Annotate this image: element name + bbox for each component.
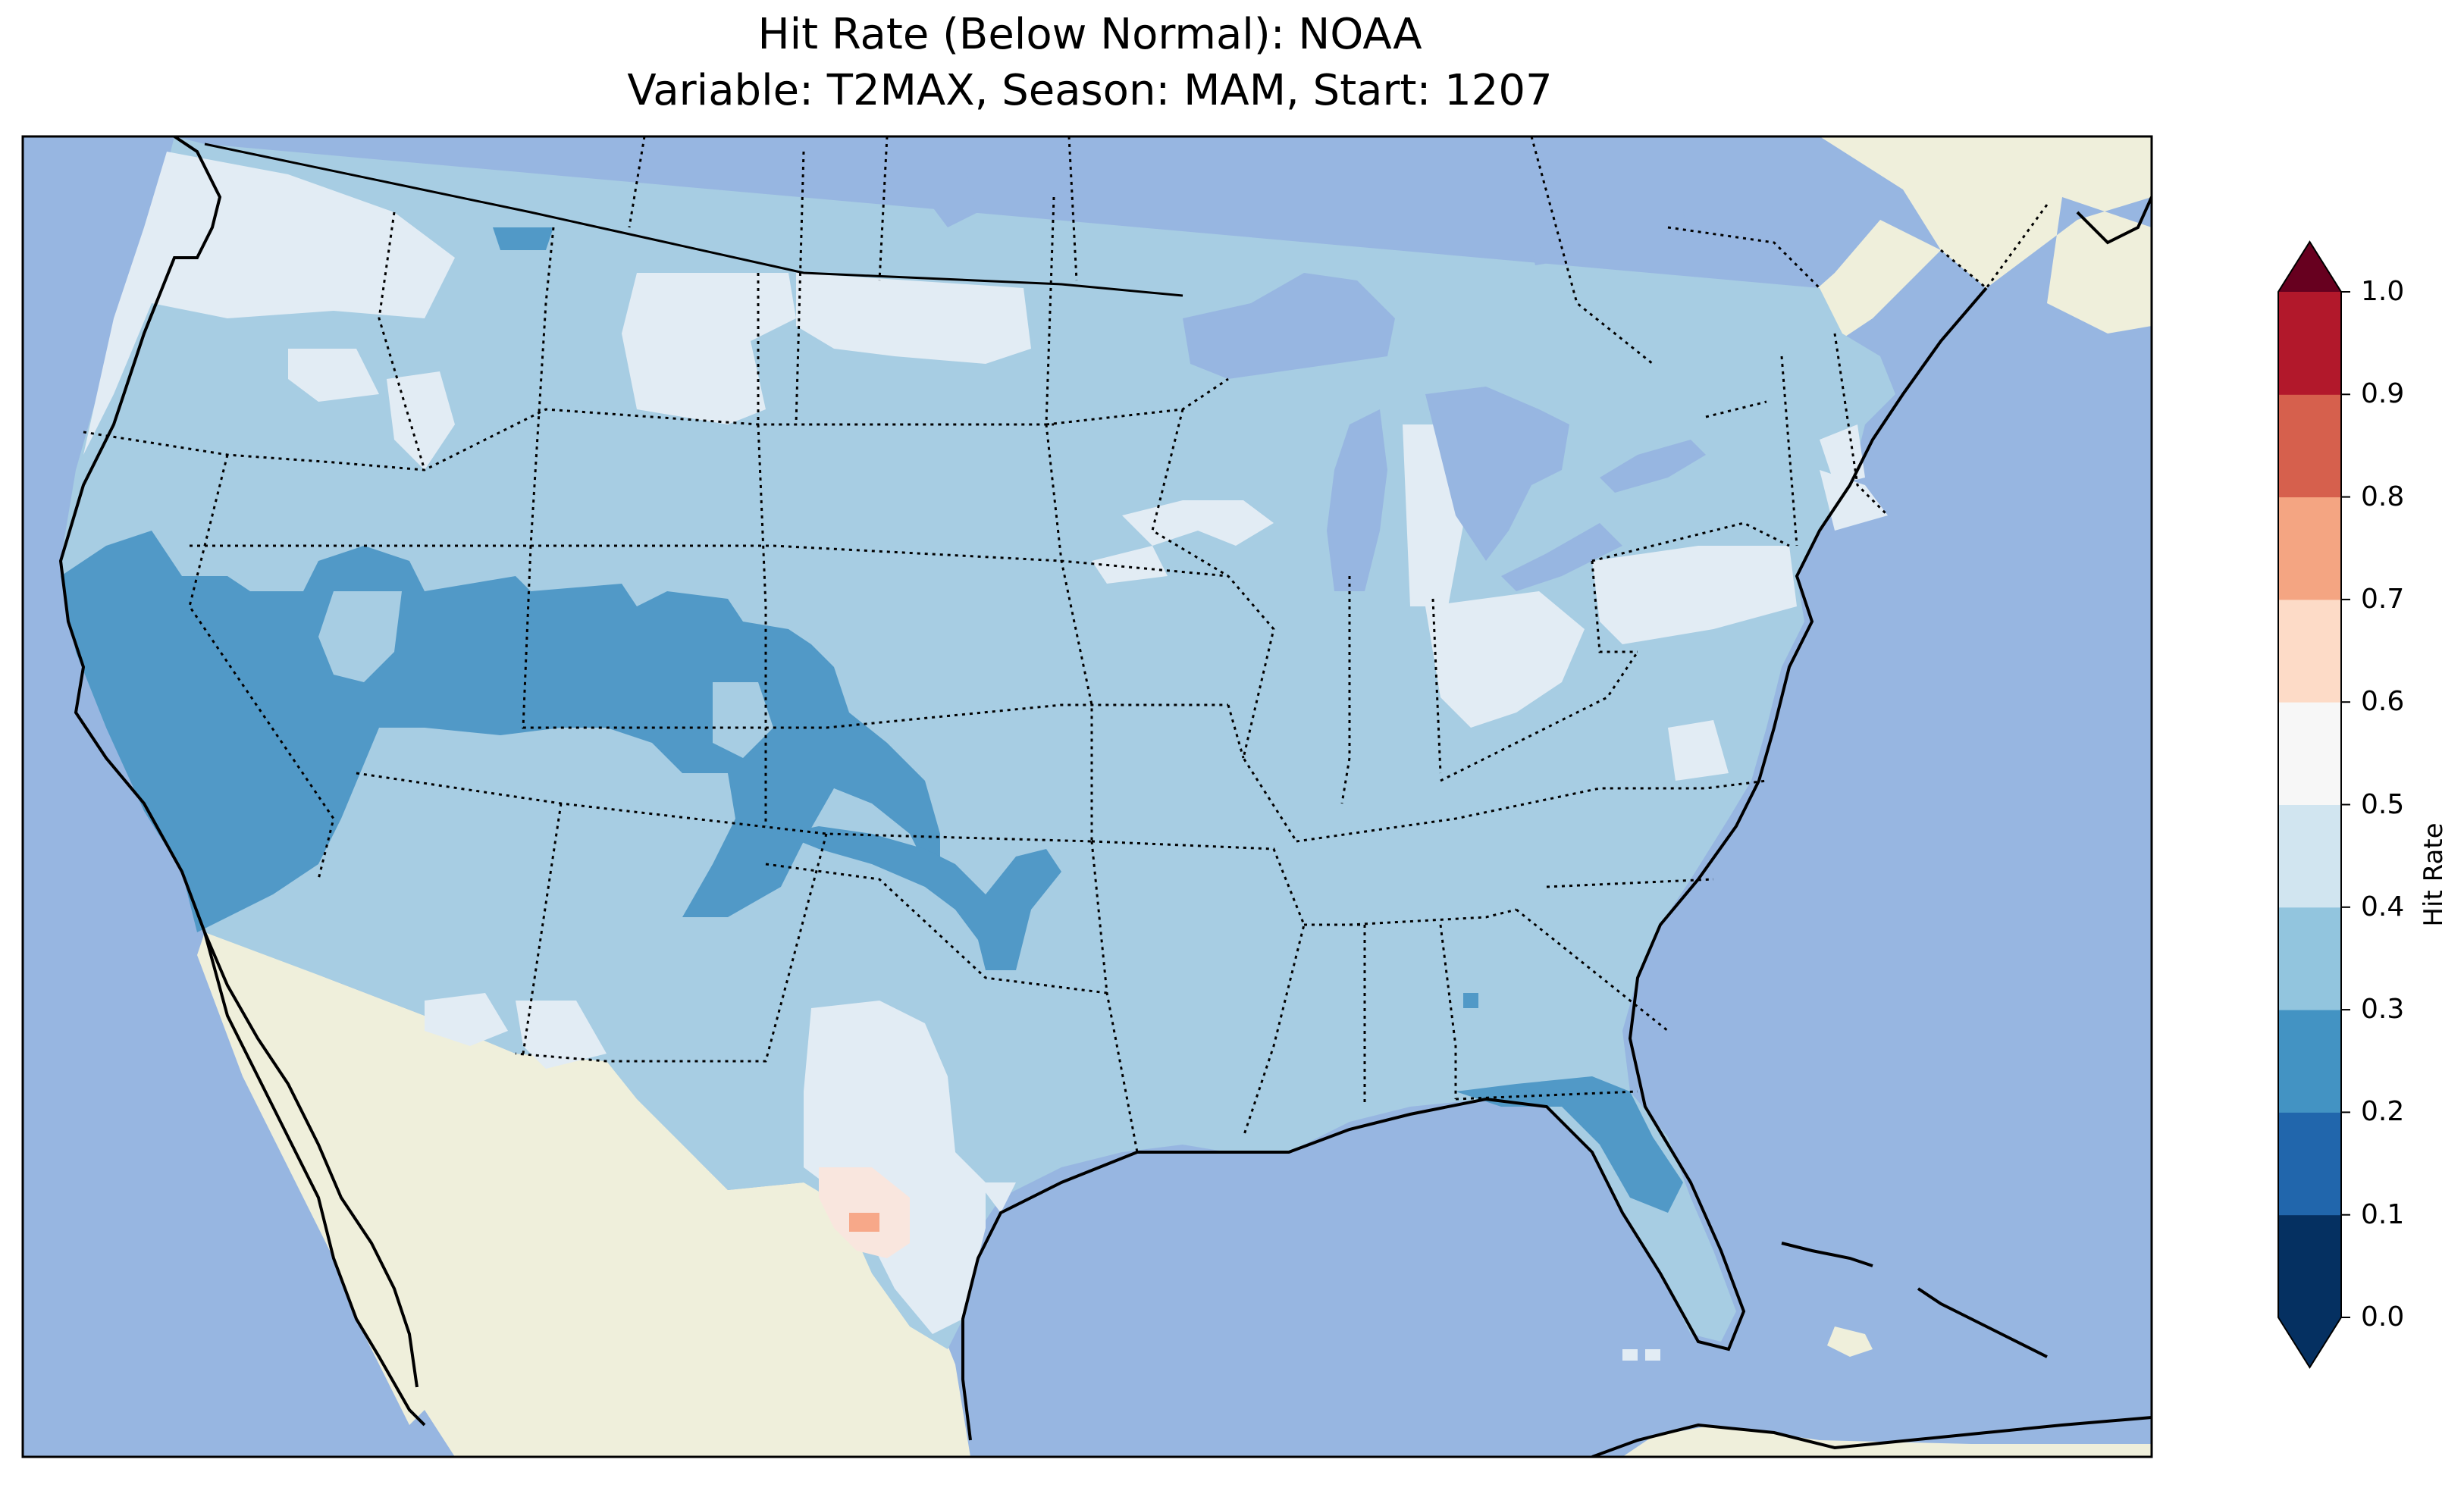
caribbean-land — [1622, 1425, 2152, 1457]
colorbar — [2277, 240, 2350, 1369]
colorbar-bin — [2278, 702, 2341, 805]
colorbar-tick-label: 0.7 — [2361, 583, 2405, 615]
colorbar-tick-label: 0.3 — [2361, 994, 2405, 1026]
colorbar-tick-label: 0.1 — [2361, 1198, 2405, 1230]
lakes — [917, 136, 1773, 591]
map-title: Hit Rate (Below Normal): NOAA — [757, 10, 1422, 59]
colorbar-tick-label: 0.0 — [2361, 1301, 2405, 1333]
colorbar-tick-label: 0.5 — [2361, 788, 2405, 820]
colorbar-tick-label: 0.2 — [2361, 1096, 2405, 1128]
colorbar-bin — [2278, 907, 2341, 1010]
colorbar-tick-label: 0.9 — [2361, 378, 2405, 410]
colorbar-tick-label: 0.4 — [2361, 891, 2405, 922]
map-subtitle: Variable: T2MAX, Season: MAM, Start: 120… — [627, 66, 1553, 115]
canada-land — [174, 136, 2152, 334]
baja-peninsula — [197, 932, 432, 1425]
colorbar-bin — [2278, 804, 2341, 908]
colorbar-extend-min — [2278, 1317, 2341, 1367]
map-content — [58, 136, 2152, 1457]
cuba-land — [1827, 1326, 1873, 1357]
colorbar-bin — [2278, 394, 2341, 498]
colorbar-tick-label: 1.0 — [2361, 276, 2405, 307]
us-canada-border — [204, 143, 1183, 297]
map-frame — [21, 135, 2153, 1458]
colorbar-bin — [2278, 496, 2341, 600]
coastlines — [58, 136, 2152, 1457]
colorbar-extend-max — [2278, 242, 2341, 292]
colorbar-bin — [2278, 1112, 2341, 1216]
hit-rate-0-6-patch — [849, 1213, 879, 1232]
state-borders — [83, 136, 2049, 1153]
colorbar-tick-label: 0.6 — [2361, 686, 2405, 718]
colorbar-bin — [2278, 292, 2341, 395]
colorbar-tick-label: 0.8 — [2361, 481, 2405, 512]
colorbar-label: Hit Rate — [2419, 822, 2449, 927]
colorbar-bin — [2278, 599, 2341, 703]
colorbar-bin — [2278, 1214, 2341, 1318]
hit-rate-0-4-patches — [83, 152, 1888, 1361]
colorbar-bin — [2278, 1010, 2341, 1113]
hit-rate-0-2-patches — [61, 227, 1683, 1213]
